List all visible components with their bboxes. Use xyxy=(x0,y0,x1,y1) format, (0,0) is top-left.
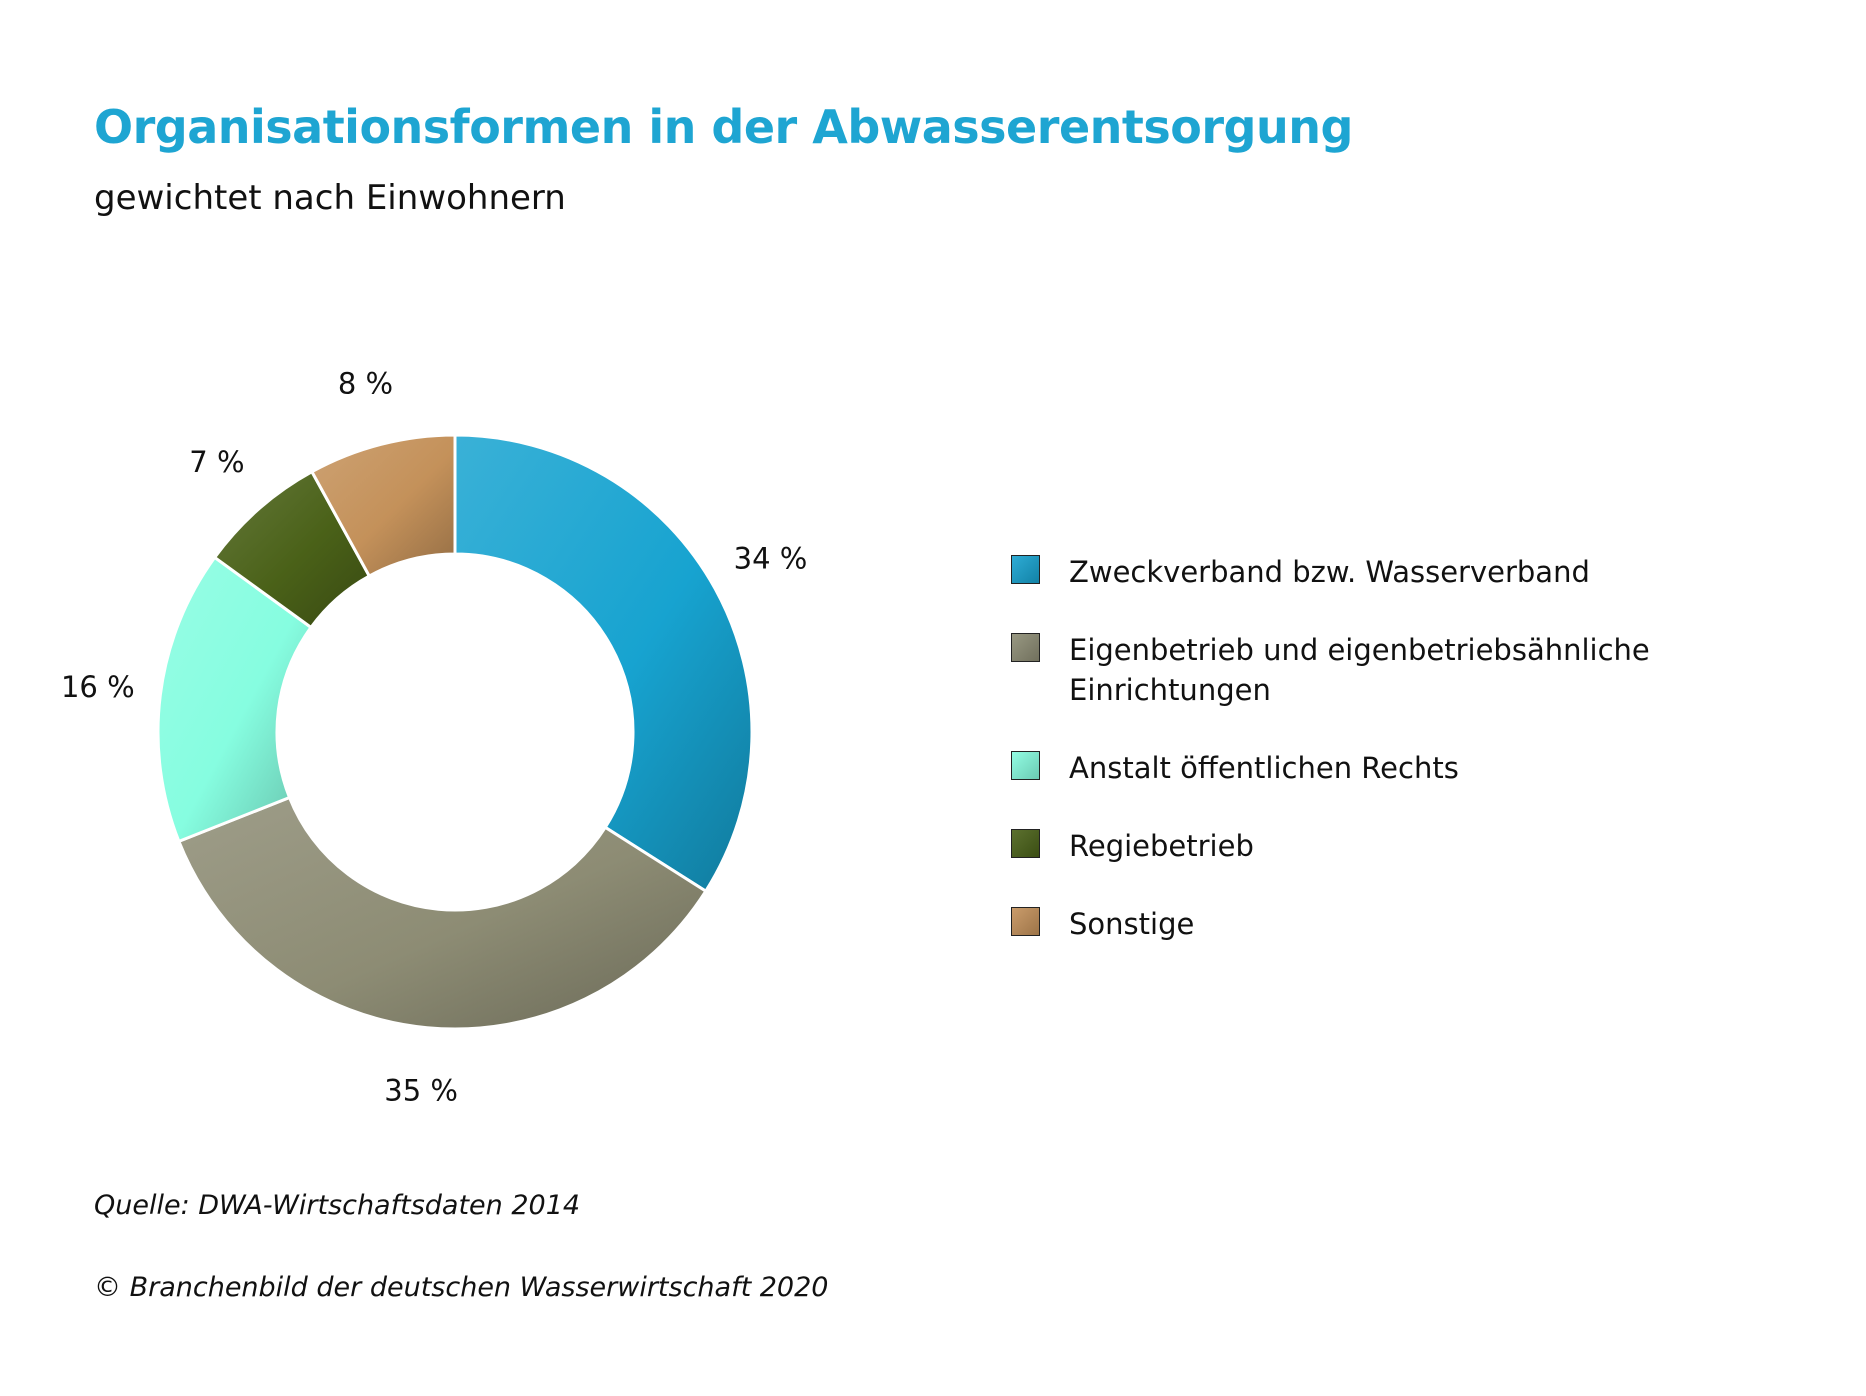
legend-swatch xyxy=(1011,907,1040,936)
legend-label: Regiebetrieb xyxy=(1069,829,1254,863)
legend-label: Anstalt öffentlichen Rechts xyxy=(1069,751,1459,785)
legend-item: Anstalt öffentlichen Rechts xyxy=(1011,748,1689,788)
donut-slice-0 xyxy=(453,433,754,894)
legend-item: Eigenbetrieb und eigenbetriebsähnliche E… xyxy=(1011,630,1689,710)
slice-value-label: 16 % xyxy=(61,670,135,704)
legend-swatch xyxy=(1011,555,1040,584)
slice-value-label: 8 % xyxy=(338,366,393,400)
legend-swatch xyxy=(1011,633,1040,662)
legend-item: Zweckverband bzw. Wasserverband xyxy=(1011,552,1689,592)
copyright-note: © Branchenbild der deutschen Wasserwirts… xyxy=(94,1272,829,1303)
donut-slice-4 xyxy=(309,433,457,579)
slice-value-label: 34 % xyxy=(734,542,808,576)
legend-label: Zweckverband bzw. Wasserverband xyxy=(1069,555,1590,589)
donut-slice-1 xyxy=(176,795,708,1031)
legend-swatch xyxy=(1011,751,1040,780)
slice-value-label: 35 % xyxy=(384,1073,458,1107)
legend-label: Eigenbetrieb und eigenbetriebsähnliche E… xyxy=(1069,633,1650,707)
source-note: Quelle: DWA-Wirtschaftsdaten 2014 xyxy=(94,1190,581,1221)
chart-title: Organisationsformen in der Abwasserentso… xyxy=(94,100,1353,154)
legend-item: Sonstige xyxy=(1011,904,1689,944)
legend-swatch xyxy=(1011,829,1040,858)
legend-label: Sonstige xyxy=(1069,907,1195,941)
chart-subtitle: gewichtet nach Einwohnern xyxy=(94,178,566,218)
legend: Zweckverband bzw. Wasserverband Eigenbetr… xyxy=(1011,552,1689,982)
slice-value-label: 7 % xyxy=(189,445,244,479)
legend-item: Regiebetrieb xyxy=(1011,826,1689,866)
